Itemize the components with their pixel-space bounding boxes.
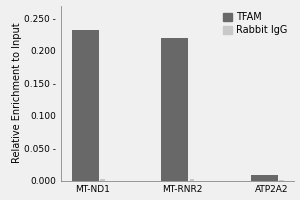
Bar <box>279 180 284 181</box>
Bar <box>72 30 99 181</box>
Bar <box>251 175 278 181</box>
Bar <box>161 38 188 181</box>
Bar <box>100 179 105 181</box>
Legend: TFAM, Rabbit IgG: TFAM, Rabbit IgG <box>221 10 290 37</box>
Bar <box>190 179 194 181</box>
Y-axis label: Relative Enrichment to Input: Relative Enrichment to Input <box>12 23 22 163</box>
